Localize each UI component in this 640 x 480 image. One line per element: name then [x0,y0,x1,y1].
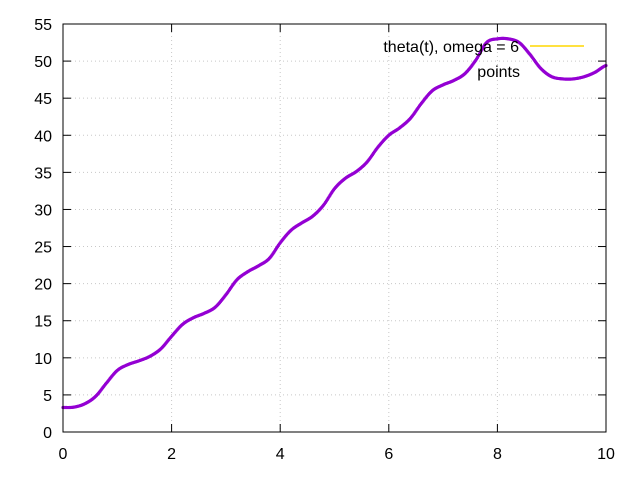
x-tick-label: 4 [276,446,285,463]
legend-label-points: points [477,64,520,81]
y-tick-label: 5 [43,388,52,405]
y-axis-ticks: 0 5 10 15 20 25 30 35 40 45 50 55 [34,17,606,442]
y-tick-label: 45 [34,91,52,108]
y-tick-label: 25 [34,240,52,257]
series-layer [61,36,608,410]
legend: theta(t), omega = 6 points [383,39,584,81]
series-line-theta [62,37,607,409]
y-tick-label: 15 [34,314,52,331]
y-tick-label: 10 [34,351,52,368]
x-axis-ticks: 0 2 4 6 8 10 [59,24,615,463]
y-tick-label: 40 [34,128,52,145]
x-tick-label: 2 [167,446,176,463]
x-tick-label: 6 [384,446,393,463]
y-tick-label: 55 [34,17,52,34]
y-tick-label: 50 [34,54,52,71]
x-tick-label: 0 [59,446,68,463]
y-tick-label: 0 [43,425,52,442]
x-tick-label: 8 [493,446,502,463]
x-tick-label: 10 [597,446,615,463]
grid [63,24,606,432]
y-tick-label: 30 [34,202,52,219]
plot-frame [62,23,607,433]
y-tick-label: 35 [34,165,52,182]
y-tick-label: 20 [34,277,52,294]
legend-label-theta: theta(t), omega = 6 [383,39,519,56]
